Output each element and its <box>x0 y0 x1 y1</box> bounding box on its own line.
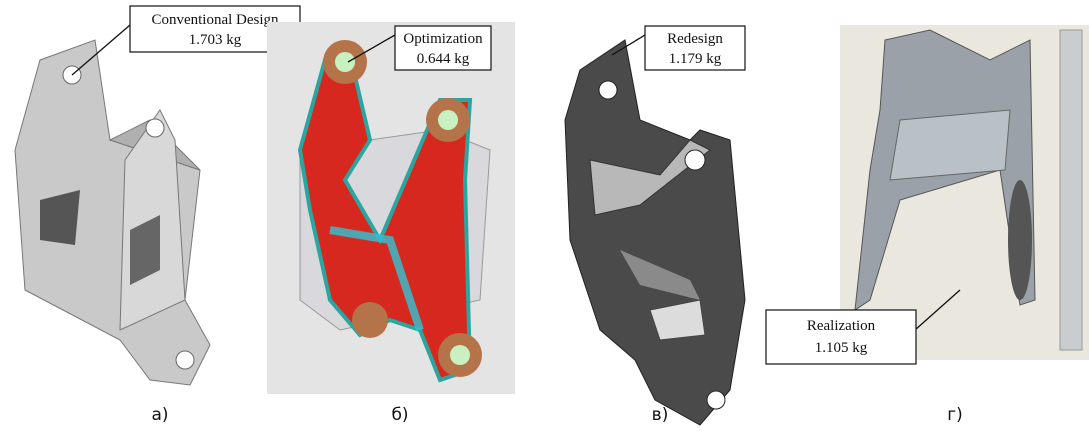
conventional-part <box>15 40 210 385</box>
panel-caption: а) <box>151 405 168 425</box>
panel-caption: б) <box>391 405 408 425</box>
panel-mass: 1.703 kg <box>189 32 242 48</box>
panel-name: Realization <box>807 318 876 334</box>
panel-caption: в) <box>652 405 669 425</box>
panel-mass: 1.105 kg <box>815 340 868 356</box>
panel-mass: 1.179 kg <box>669 51 722 67</box>
redesign-part <box>565 40 745 425</box>
panel-caption: г) <box>947 405 963 425</box>
figure: Conventional Design 1.703 kg а) Optimiza… <box>0 0 1089 434</box>
panel-name: Optimization <box>403 31 483 47</box>
panel-name: Redesign <box>667 31 723 47</box>
panel-mass: 0.644 kg <box>417 51 470 67</box>
panel-name: Conventional Design <box>151 12 279 28</box>
